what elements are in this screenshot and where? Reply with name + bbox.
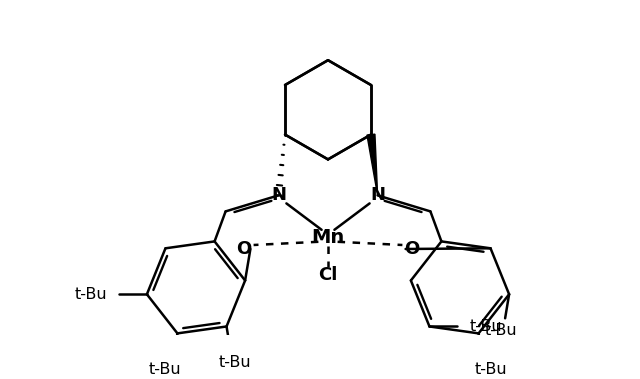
Text: Cl: Cl — [318, 266, 338, 284]
Text: O: O — [236, 240, 252, 258]
Text: O: O — [404, 240, 420, 258]
Text: t-Bu: t-Bu — [474, 362, 507, 377]
Text: t-Bu: t-Bu — [485, 323, 517, 338]
Text: t-Bu: t-Bu — [74, 287, 107, 302]
Text: Mn: Mn — [312, 228, 344, 247]
Polygon shape — [367, 134, 378, 196]
Text: t-Bu: t-Bu — [470, 319, 502, 334]
Text: N: N — [271, 186, 286, 204]
Text: t-Bu: t-Bu — [218, 355, 251, 370]
Text: t-Bu: t-Bu — [149, 362, 182, 377]
Text: N: N — [370, 186, 385, 204]
